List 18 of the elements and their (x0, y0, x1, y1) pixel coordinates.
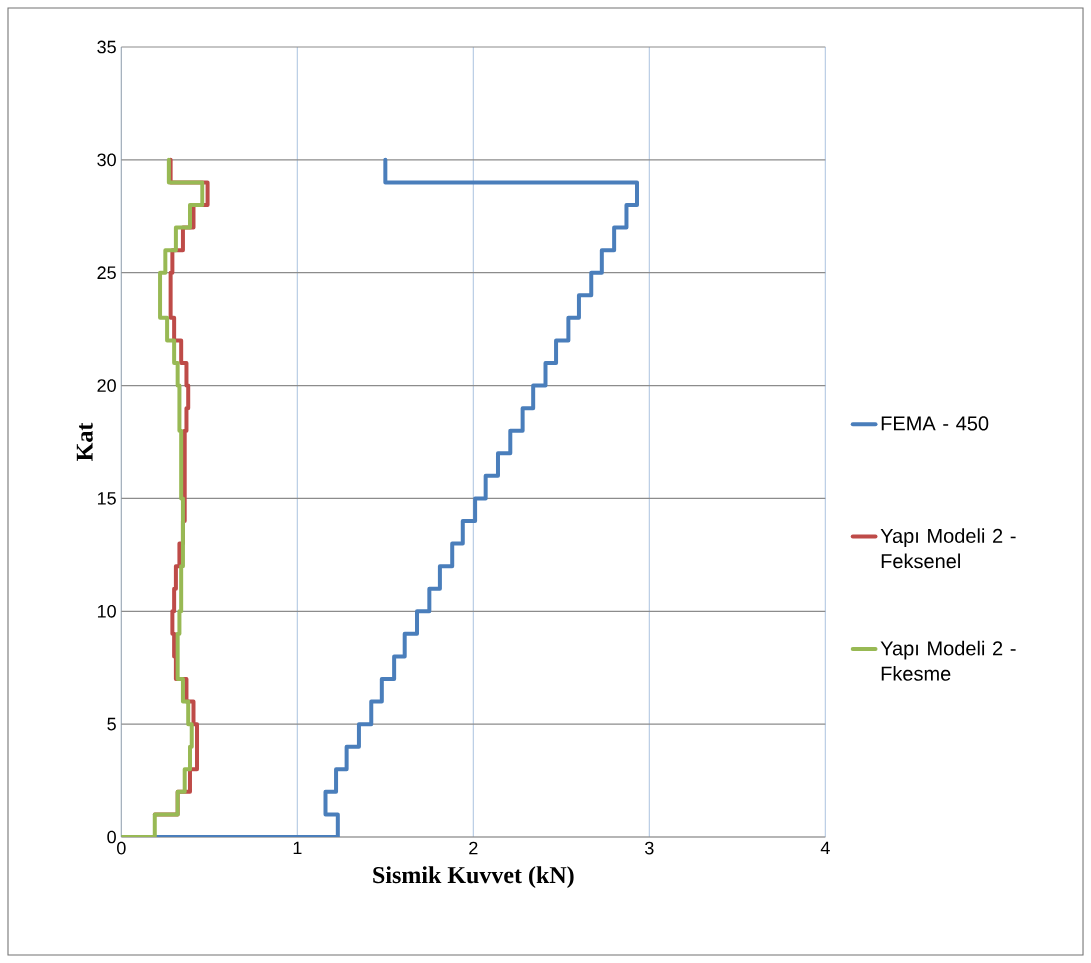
legend-label: Yapı Modeli 2 - Feksenel (880, 528, 1016, 569)
y-tick-label: 0 (107, 830, 116, 844)
x-tick-label: 1 (293, 841, 302, 855)
x-axis-title: Sismik Kuvvet (kN) (373, 866, 574, 889)
x-tick-label: 2 (469, 841, 478, 855)
x-tick-label: 3 (645, 841, 654, 855)
x-tick-label: 4 (820, 841, 830, 855)
x-tick-label: 0 (117, 841, 126, 855)
y-tick-label: 25 (97, 266, 116, 280)
y-tick-label: 5 (107, 717, 116, 731)
y-tick-label: 15 (97, 492, 116, 505)
legend-label: FEMA - 450 (881, 416, 989, 431)
y-tick-label: 35 (97, 40, 116, 54)
y-tick-label: 30 (97, 153, 116, 167)
y-tick-label: 20 (97, 379, 116, 392)
y-axis-title: Kat (76, 422, 93, 461)
y-tick-label: 10 (97, 604, 116, 618)
legend-label: Yapı Modeli 2 - Fkesme (880, 640, 1016, 681)
